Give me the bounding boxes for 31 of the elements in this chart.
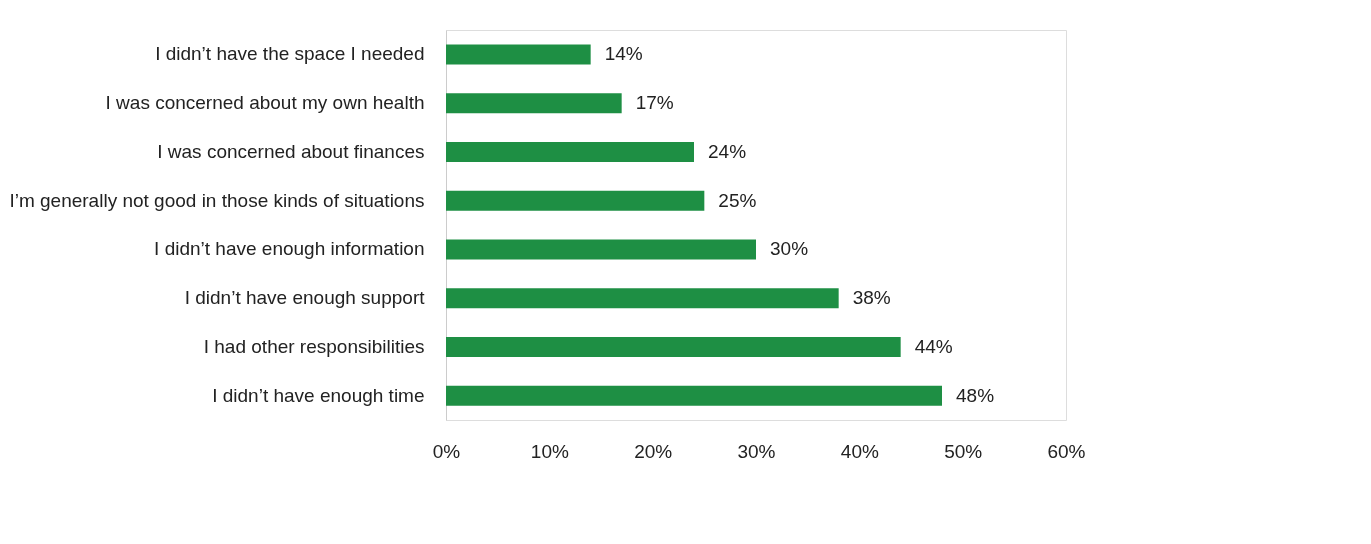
bar [446, 141, 694, 162]
data-label: 48% [956, 384, 995, 406]
x-tick-label: 0% [432, 440, 461, 462]
y-tick-label: I didn’t have enough time [212, 384, 425, 406]
bar [446, 93, 622, 114]
y-tick-label: I didn’t have enough support [184, 287, 426, 309]
bar [446, 239, 756, 260]
y-tick-label: I didn’t have enough information [154, 238, 425, 260]
x-tick-label: 40% [840, 440, 879, 462]
bar [446, 336, 901, 357]
x-tick-label: 10% [530, 440, 569, 462]
x-tick-label: 30% [737, 440, 776, 462]
y-tick-label: I was concerned about my own health [105, 92, 425, 114]
data-label: 24% [708, 140, 747, 162]
x-tick-label: 50% [944, 440, 983, 462]
x-tick-label: 60% [1047, 440, 1086, 462]
bar [446, 385, 942, 406]
bar [446, 190, 705, 211]
data-label: 17% [635, 92, 674, 114]
y-tick-label: I had other responsibilities [203, 335, 425, 357]
y-tick-label: I’m generally not good in those kinds of situations [9, 189, 425, 211]
x-tick-label: 20% [634, 440, 673, 462]
data-label: 30% [770, 238, 809, 260]
data-label: 38% [852, 287, 891, 309]
data-label: 44% [914, 335, 953, 357]
bar [446, 44, 591, 65]
data-label: 14% [604, 43, 643, 65]
bar [446, 288, 839, 309]
y-tick-label: I was concerned about finances [157, 140, 425, 162]
data-label: 25% [718, 189, 757, 211]
y-tick-label: I didn’t have the space I needed [155, 43, 425, 65]
